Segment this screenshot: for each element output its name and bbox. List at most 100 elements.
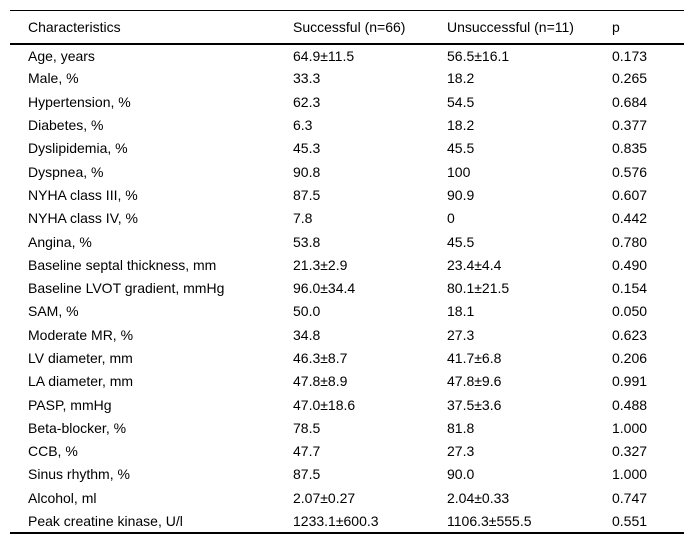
value-cell: 80.1±21.5 bbox=[447, 280, 510, 297]
value-cell: 18.1 bbox=[447, 303, 475, 320]
value-cell: 0.490 bbox=[612, 256, 648, 273]
value-cell: 47.7 bbox=[293, 443, 321, 460]
value-cell: 0.684 bbox=[612, 93, 648, 110]
value-cell: 1.000 bbox=[612, 466, 648, 483]
characteristic-cell: Alcohol, ml bbox=[28, 489, 97, 506]
value-cell: 0.442 bbox=[612, 210, 648, 227]
value-cell: 90.8 bbox=[293, 163, 321, 180]
value-cell: 56.5±16.1 bbox=[447, 47, 510, 64]
value-cell: 21.3±2.9 bbox=[293, 256, 348, 273]
table-row: Hypertension, % 62.3 54.5 0.684 bbox=[10, 90, 684, 113]
value-cell: 33.3 bbox=[293, 70, 321, 87]
characteristic-cell: Beta-blocker, % bbox=[28, 419, 127, 436]
value-cell: 100 bbox=[447, 163, 471, 180]
value-cell: 0.488 bbox=[612, 396, 648, 413]
value-cell: 0.050 bbox=[612, 303, 648, 320]
column-header: Unsuccessful (n=11) bbox=[447, 18, 574, 35]
table-row: Age, years 64.9±11.5 56.5±16.1 0.173 bbox=[10, 44, 684, 67]
characteristic-cell: Age, years bbox=[28, 47, 95, 64]
characteristic-cell: Baseline septal thickness, mm bbox=[28, 256, 217, 273]
column-header: Successful (n=66) bbox=[293, 18, 406, 35]
characteristic-cell: Diabetes, % bbox=[28, 117, 104, 134]
table-row: Angina, % 53.8 45.5 0.780 bbox=[10, 230, 684, 253]
value-cell: 0.265 bbox=[612, 70, 648, 87]
value-cell: 0.623 bbox=[612, 326, 648, 343]
value-cell: 45.3 bbox=[293, 140, 321, 157]
table-row: Dyspnea, % 90.8 100 0.576 bbox=[10, 160, 684, 183]
value-cell: 0 bbox=[447, 210, 455, 227]
value-cell: 27.3 bbox=[447, 326, 475, 343]
table-row: LV diameter, mm 46.3±8.7 41.7±6.8 0.206 bbox=[10, 346, 684, 369]
value-cell: 1.000 bbox=[612, 419, 648, 436]
value-cell: 0.991 bbox=[612, 373, 648, 390]
table-row: Peak creatine kinase, U/l 1233.1±600.3 110… bbox=[10, 509, 684, 532]
table-row: NYHA class IV, % 7.8 0 0.442 bbox=[10, 207, 684, 230]
value-cell: 0.576 bbox=[612, 163, 648, 180]
value-cell: 64.9±11.5 bbox=[293, 47, 355, 64]
value-cell: 27.3 bbox=[447, 443, 475, 460]
value-cell: 81.8 bbox=[447, 419, 475, 436]
value-cell: 45.5 bbox=[447, 233, 475, 250]
value-cell: 18.2 bbox=[447, 117, 475, 134]
characteristic-cell: Baseline LVOT gradient, mmHg bbox=[28, 280, 225, 297]
characteristic-cell: PASP, mmHg bbox=[28, 396, 112, 413]
value-cell: 0.835 bbox=[612, 140, 648, 157]
value-cell: 0.377 bbox=[612, 117, 648, 134]
value-cell: 47.0±18.6 bbox=[293, 396, 356, 413]
value-cell: 78.5 bbox=[293, 419, 321, 436]
table-row: PASP, mmHg 47.0±18.6 37.5±3.6 0.488 bbox=[10, 393, 684, 416]
value-cell: 46.3±8.7 bbox=[293, 350, 348, 366]
table-row: Diabetes, % 6.3 18.2 0.377 bbox=[10, 113, 684, 136]
value-cell: 23.4±4.4 bbox=[447, 256, 502, 273]
value-cell: 0.551 bbox=[612, 512, 648, 529]
value-cell: 90.9 bbox=[447, 186, 475, 203]
table-row: LA diameter, mm 47.8±8.9 47.8±9.6 0.991 bbox=[10, 370, 684, 393]
characteristic-cell: Angina, % bbox=[28, 233, 92, 250]
characteristic-cell: CCB, % bbox=[28, 443, 78, 460]
value-cell: 47.8±9.6 bbox=[447, 373, 502, 390]
table-row: Moderate MR, % 34.8 27.3 0.623 bbox=[10, 323, 684, 346]
characteristic-cell: Dyslipidemia, % bbox=[28, 140, 128, 157]
characteristic-cell: Peak creatine kinase, U/l bbox=[28, 512, 183, 529]
value-cell: 0.607 bbox=[612, 186, 648, 203]
value-cell: 54.5 bbox=[447, 93, 475, 110]
value-cell: 1106.3±555.5 bbox=[447, 512, 532, 529]
value-cell: 18.2 bbox=[447, 70, 475, 87]
value-cell: 2.07±0.27 bbox=[293, 489, 356, 506]
characteristic-cell: Sinus rhythm, % bbox=[28, 466, 130, 483]
characteristics-comparison-table: Characteristics Successful (n=66) Unsucces… bbox=[10, 10, 684, 534]
table-header-row: Characteristics Successful (n=66) Unsucces… bbox=[10, 11, 684, 44]
table-row: Dyslipidemia, % 45.3 45.5 0.835 bbox=[10, 137, 684, 160]
value-cell: 1233.1±600.3 bbox=[293, 512, 379, 529]
table-row: NYHA class III, % 87.5 90.9 0.607 bbox=[10, 183, 684, 206]
value-cell: 87.5 bbox=[293, 466, 321, 483]
characteristic-cell: LV diameter, mm bbox=[28, 350, 133, 366]
value-cell: 6.3 bbox=[293, 117, 313, 134]
value-cell: 34.8 bbox=[293, 326, 321, 343]
value-cell: 62.3 bbox=[293, 93, 321, 110]
value-cell: 0.747 bbox=[612, 489, 648, 506]
table-body: Age, years 64.9±11.5 56.5±16.1 0.173 Male, %… bbox=[10, 44, 684, 533]
value-cell: 87.5 bbox=[293, 186, 321, 203]
table-row: Baseline septal thickness, mm 21.3±2.9 23.… bbox=[10, 253, 684, 276]
value-cell: 50.0 bbox=[293, 303, 321, 320]
value-cell: 0.780 bbox=[612, 233, 648, 250]
value-cell: 2.04±0.33 bbox=[447, 489, 510, 506]
value-cell: 90.0 bbox=[447, 466, 475, 483]
table-row: Alcohol, ml 2.07±0.27 2.04±0.33 0.747 bbox=[10, 486, 684, 509]
table-row: Beta-blocker, % 78.5 81.8 1.000 bbox=[10, 416, 684, 439]
value-cell: 0.173 bbox=[612, 47, 648, 64]
value-cell: 0.154 bbox=[612, 280, 648, 297]
characteristic-cell: Male, % bbox=[28, 70, 79, 87]
table-row: CCB, % 47.7 27.3 0.327 bbox=[10, 440, 684, 463]
characteristic-cell: LA diameter, mm bbox=[28, 373, 134, 390]
characteristic-cell: Dyspnea, % bbox=[28, 163, 104, 180]
value-cell: 45.5 bbox=[447, 140, 475, 157]
value-cell: 7.8 bbox=[293, 210, 313, 227]
table-row: Baseline LVOT gradient, mmHg 96.0±34.4 80.… bbox=[10, 276, 684, 299]
table-row: Sinus rhythm, % 87.5 90.0 1.000 bbox=[10, 463, 684, 486]
value-cell: 53.8 bbox=[293, 233, 321, 250]
value-cell: 41.7±6.8 bbox=[447, 350, 502, 366]
value-cell: 96.0±34.4 bbox=[293, 280, 356, 297]
